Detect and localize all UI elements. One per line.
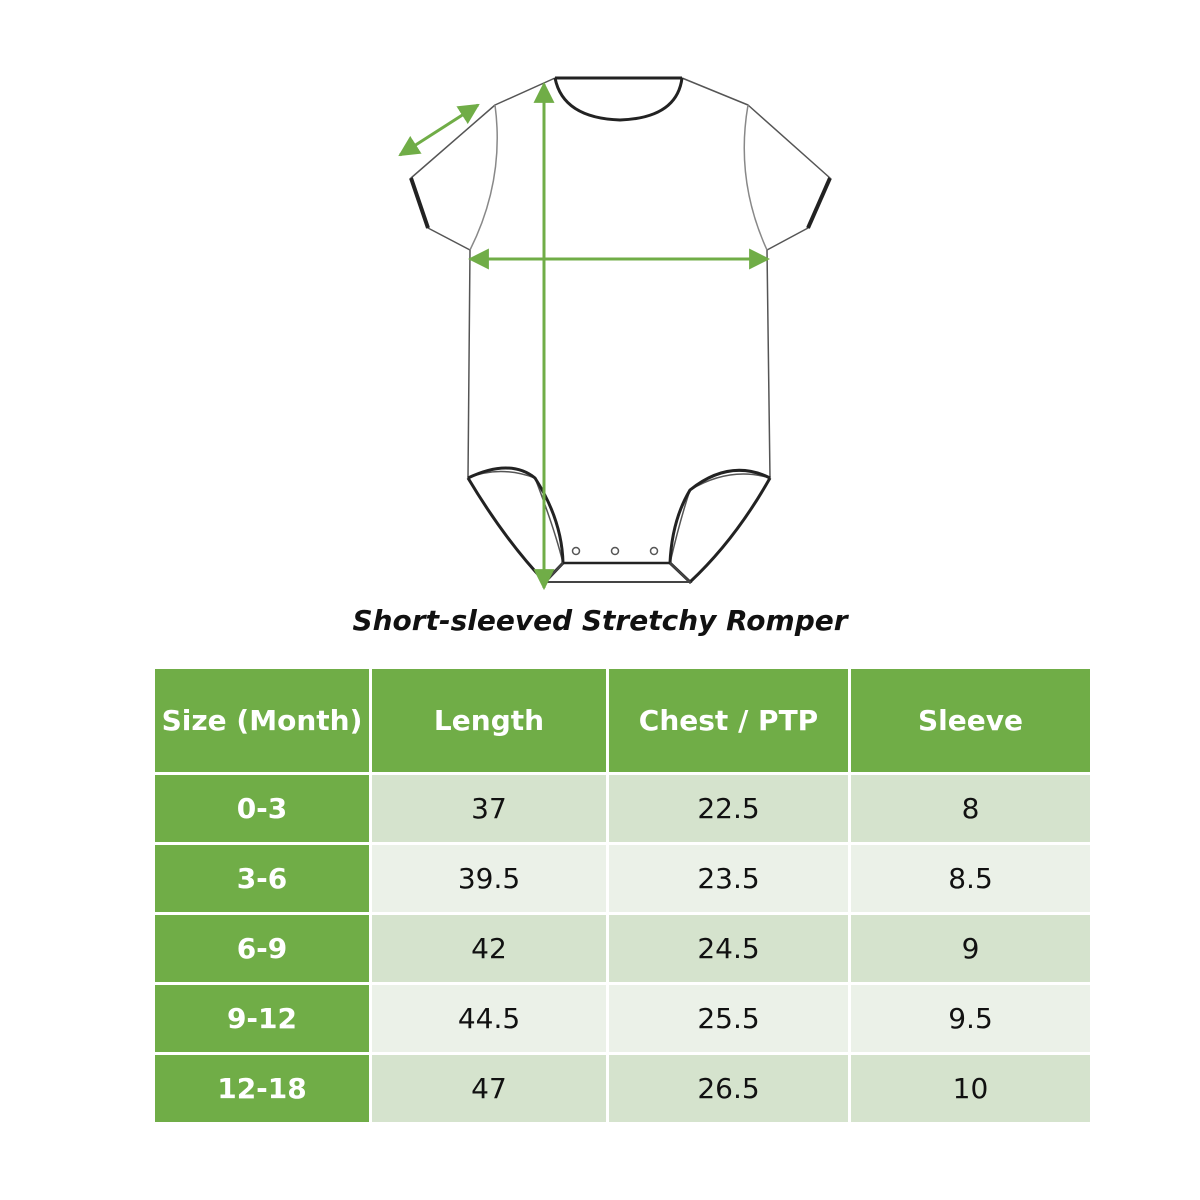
chest-cell: 24.5	[606, 912, 851, 985]
header-chest: Chest / PTP	[606, 666, 851, 775]
left-sleeve-hem	[409, 177, 430, 229]
chest-cell: 26.5	[606, 1052, 851, 1125]
header-size: Size (Month)	[152, 666, 372, 775]
snap-button	[649, 546, 659, 556]
snap-button	[571, 546, 581, 556]
size-cell: 6-9	[152, 912, 372, 985]
size-cell: 12-18	[152, 1052, 372, 1125]
sleeve-cell: 9.5	[848, 982, 1093, 1055]
chest-cell: 23.5	[606, 842, 851, 915]
left-leg-opening	[466, 466, 565, 585]
length-cell: 39.5	[369, 842, 609, 915]
crotch-panel	[542, 562, 693, 583]
size-cell: 9-12	[152, 982, 372, 1055]
table-row: 6-9 42 24.5 9	[152, 912, 1093, 985]
length-cell: 47	[369, 1052, 609, 1125]
table-header-row: Size (Month) Length Chest / PTP Sleeve	[152, 666, 1093, 775]
sleeve-cell: 8.5	[848, 842, 1093, 915]
romper-illustration	[398, 76, 832, 591]
garment-caption: Short-sleeved Stretchy Romper	[352, 604, 848, 637]
size-cell: 0-3	[152, 772, 372, 845]
length-cell: 44.5	[369, 982, 609, 1055]
sleeve-cell: 9	[848, 912, 1093, 985]
size-chart-table: Size (Month) Length Chest / PTP Sleeve 0…	[152, 666, 1093, 1125]
sleeve-arrow	[398, 103, 480, 157]
length-cell: 37	[369, 772, 609, 845]
size-cell: 3-6	[152, 842, 372, 915]
table-row: 3-6 39.5 23.5 8.5	[152, 842, 1093, 915]
snap-button	[610, 546, 620, 556]
chest-cell: 25.5	[606, 982, 851, 1055]
header-length: Length	[369, 666, 609, 775]
sleeve-cell: 8	[848, 772, 1093, 845]
table-row: 0-3 37 22.5 8	[152, 772, 1093, 845]
right-sleeve-hem	[806, 177, 832, 229]
right-leg-opening	[668, 468, 772, 585]
sleeve-cell: 10	[848, 1052, 1093, 1125]
chest-cell: 22.5	[606, 772, 851, 845]
neckline	[553, 77, 684, 122]
header-sleeve: Sleeve	[848, 666, 1093, 775]
table-row: 9-12 44.5 25.5 9.5	[152, 982, 1093, 1055]
left-armhole-seam	[469, 104, 498, 251]
right-armhole-seam	[743, 104, 768, 251]
length-cell: 42	[369, 912, 609, 985]
table-row: 12-18 47 26.5 10	[152, 1052, 1093, 1125]
